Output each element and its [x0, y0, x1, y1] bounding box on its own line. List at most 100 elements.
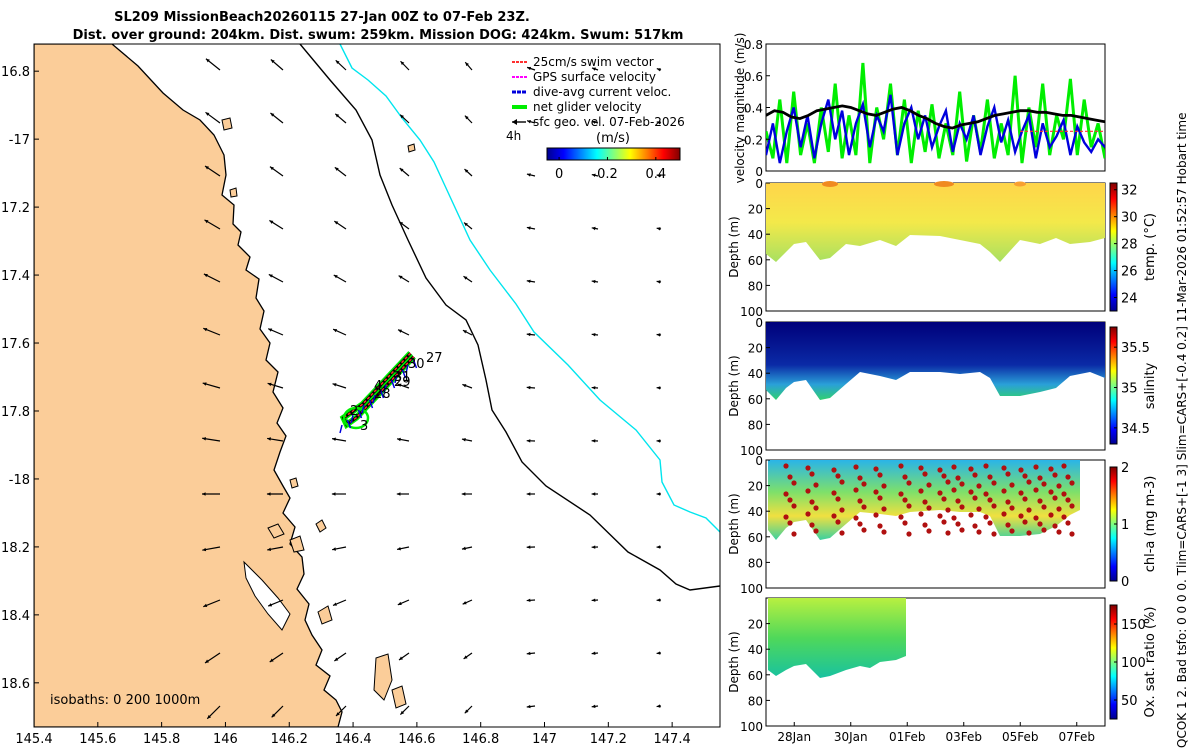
chl-high-point	[968, 489, 974, 495]
track-day-label: 3	[360, 419, 368, 434]
chl-high-point	[945, 507, 951, 513]
side-caption: QCOK 1 2. Bad tsfo: 0 0 0 0. Tlim=CARS+[…	[1175, 113, 1189, 749]
geo-velocity-arrowhead	[591, 173, 596, 178]
chl-high-point	[1022, 496, 1028, 502]
temperature-depth-ylabel: Depth (m)	[727, 216, 741, 277]
temperature-colorbar-label: temp. (°C)	[1143, 213, 1158, 281]
geo-velocity-arrowhead	[399, 656, 403, 660]
chl-high-point	[972, 495, 978, 501]
colorbar-tick-label: 28	[1121, 238, 1138, 253]
geo-velocity-arrowhead	[656, 492, 661, 496]
colorbar-tick-label: 30	[1121, 211, 1138, 226]
chl-high-point	[813, 528, 819, 534]
map-x-tick-label: 147.4	[654, 732, 691, 747]
geo-velocity-arrowhead	[720, 68, 724, 71]
map-colorbar-tick-label: 0.4	[645, 167, 666, 182]
colorbar-tick-label: 34.5	[1121, 422, 1150, 437]
track-day-label: 2	[350, 404, 358, 419]
geo-velocity-arrowhead	[591, 598, 596, 602]
geo-velocity-arrowhead	[461, 492, 466, 496]
geo-velocity-arrowhead	[720, 333, 724, 336]
geo-velocity-arrowhead	[464, 222, 468, 227]
chl-high-point	[861, 504, 867, 510]
geo-velocity-arrowhead	[656, 651, 661, 655]
chl-high-point	[1026, 507, 1032, 513]
geo-velocity-arrowhead	[526, 651, 531, 656]
geo-velocity-arrowhead	[267, 547, 272, 552]
geo-velocity-arrowhead	[526, 332, 531, 337]
chl-high-point	[991, 503, 997, 509]
dive-avg-vector	[346, 419, 352, 429]
dive-avg-vector	[339, 424, 343, 434]
temperature-panel: 0 20 40 60 80 100 Depth (m) 24 26 28 30 32 temp. …	[727, 177, 1158, 319]
legend-sfc-geo-arrowhead	[512, 119, 517, 125]
track-loop	[342, 406, 370, 430]
island-10	[407, 143, 416, 153]
colorbar-tick-label: 100	[1121, 656, 1146, 671]
chl-high-point	[1026, 530, 1032, 536]
geo-velocity-arrowhead	[526, 704, 531, 709]
chl-high-point	[937, 513, 943, 519]
chl-high-point	[1048, 512, 1054, 518]
geo-velocity-arrowhead	[207, 714, 212, 719]
legend-swim-vector: 25cm/s swim vector	[533, 55, 654, 69]
chl-high-point	[1022, 473, 1028, 479]
date-tick-label: 05Feb	[1002, 730, 1039, 744]
chl-high-point	[1022, 519, 1028, 525]
geo-velocity-arrowhead	[591, 439, 596, 443]
geo-velocity-arrowhead	[267, 437, 271, 441]
dive-avg-vector	[379, 389, 385, 399]
temperature-warm-patch	[934, 181, 954, 187]
geo-velocity-arrowhead	[720, 227, 724, 230]
geo-velocity-arrowhead	[399, 168, 404, 172]
chl-high-point	[805, 488, 811, 494]
chl-high-point	[951, 515, 957, 521]
geo-velocity-arrowhead	[461, 546, 466, 551]
depth-tick-label: 60	[748, 531, 763, 545]
colorbar-tick-label: 24	[1121, 292, 1138, 307]
legend-sfc-geo: sfc geo. vel. 07-Feb-2026	[533, 115, 685, 129]
chl-high-point	[835, 496, 841, 502]
geo-velocity-arrowhead	[204, 219, 209, 224]
chl-high-point	[809, 522, 815, 528]
chl-high-point	[976, 506, 982, 512]
chl-high-point	[937, 490, 943, 496]
chl-high-point	[898, 514, 904, 520]
chl-high-point	[805, 511, 811, 517]
chl-high-point	[968, 512, 974, 518]
geo-velocity-arrowhead	[203, 603, 208, 607]
date-tick-label: 03Feb	[945, 730, 982, 744]
map-colorbar-tick-label: 0	[555, 167, 563, 182]
depth-tick-label: 20	[748, 203, 763, 217]
temperature-colorbar	[1109, 182, 1118, 312]
chl-high-point	[877, 472, 883, 478]
isobath-200m	[299, 44, 720, 591]
chl-high-point	[987, 520, 993, 526]
chl-high-point	[955, 475, 961, 481]
chl-high-point	[1061, 514, 1067, 520]
chlorophyll-depth-ylabel: Depth (m)	[727, 493, 741, 554]
chl-high-point	[1005, 471, 1011, 477]
map-y-tick-label: -17	[9, 133, 30, 148]
geo-velocity-arrowhead	[331, 492, 336, 496]
map-y-tick-label: 17.2	[1, 201, 30, 216]
chl-high-point	[983, 463, 989, 469]
geo-velocity-arrowhead	[720, 386, 724, 389]
geo-velocity-arrowhead	[202, 492, 206, 496]
colorbar-tick-label: 26	[1121, 265, 1138, 280]
geo-velocity-arrowhead	[271, 713, 276, 718]
geo-velocity-arrowhead	[464, 709, 469, 714]
dive-avg-vector	[405, 364, 409, 374]
geo-velocity-arrowhead	[335, 60, 340, 65]
geo-velocity-arrowhead	[591, 279, 596, 284]
depth-tick-label: 40	[748, 505, 763, 519]
chl-high-point	[991, 480, 997, 486]
chl-high-point	[941, 519, 947, 525]
geo-velocity-arrowhead	[464, 115, 469, 120]
velocity-y-tick-label: 0.2	[744, 133, 763, 147]
geo-velocity-arrowhead	[591, 120, 596, 124]
isobath-label: isobaths: 0 200 1000m	[50, 693, 200, 708]
chl-high-point	[906, 531, 912, 537]
geo-velocity-arrowhead	[400, 114, 404, 119]
chl-high-point	[1056, 529, 1062, 535]
